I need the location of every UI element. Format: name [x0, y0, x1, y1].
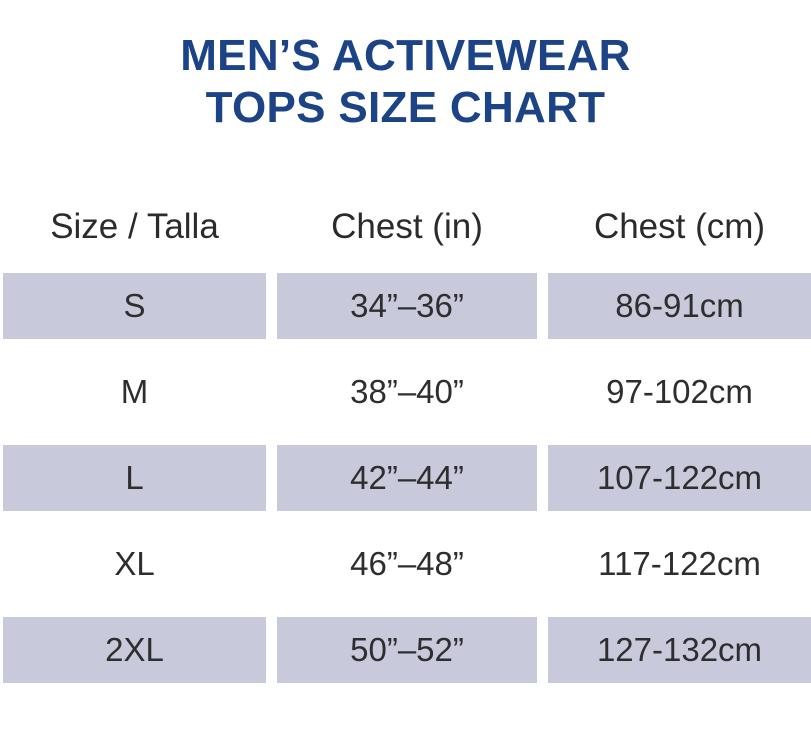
chest-cm-value: 117-122cm	[598, 545, 761, 582]
table-row-xl: XL 46”–48” 117-122cm	[0, 521, 811, 607]
page-title-line2: TOPS SIZE CHART	[205, 83, 606, 132]
chest-cm-value: 107-122cm	[596, 459, 763, 496]
table-row-2xl: 2XL 50”–52” 127-132cm	[0, 607, 811, 693]
size-cell: L	[3, 435, 266, 521]
chest-in-cell: 50”–52”	[277, 607, 537, 693]
table-row-l: L 42”–44” 107-122cm	[0, 435, 811, 521]
size-value: XL	[114, 545, 155, 582]
chest-cm-value: 97-102cm	[606, 373, 753, 410]
page-title: MEN’S ACTIVEWEAR TOPS SIZE CHART	[0, 0, 811, 134]
column-header-size-label: Size / Talla	[50, 206, 219, 246]
chest-cm-cell: 97-102cm	[548, 349, 811, 435]
column-header-size: Size / Talla	[3, 190, 266, 263]
size-value: S	[123, 287, 146, 324]
chest-cm-value: 86-91cm	[615, 287, 744, 324]
size-value: L	[125, 459, 144, 496]
chest-in-cell: 42”–44”	[277, 435, 537, 521]
size-value: 2XL	[105, 631, 164, 668]
chest-in-cell: 38”–40”	[277, 349, 537, 435]
column-header-chest-in: Chest (in)	[277, 190, 537, 263]
size-cell: S	[3, 263, 266, 349]
column-header-chest-cm: Chest (cm)	[548, 190, 811, 263]
column-header-chest-in-label: Chest (in)	[331, 206, 483, 246]
chest-cm-cell: 86-91cm	[548, 263, 811, 349]
page-title-line1: MEN’S ACTIVEWEAR	[180, 31, 631, 80]
size-cell: M	[3, 349, 266, 435]
table-header-row: Size / Talla Chest (in) Chest (cm)	[0, 190, 811, 263]
chest-in-value: 42”–44”	[350, 459, 464, 496]
column-header-chest-cm-label: Chest (cm)	[593, 206, 766, 246]
chest-in-value: 38”–40”	[350, 373, 464, 410]
chest-in-cell: 34”–36”	[277, 263, 537, 349]
table-row-s: S 34”–36” 86-91cm	[0, 263, 811, 349]
chest-cm-cell: 107-122cm	[548, 435, 811, 521]
size-value: M	[120, 373, 149, 410]
chest-cm-cell: 127-132cm	[548, 607, 811, 693]
chest-in-cell: 46”–48”	[277, 521, 537, 607]
table-row-m: M 38”–40” 97-102cm	[0, 349, 811, 435]
size-cell: 2XL	[3, 607, 266, 693]
size-table: Size / Talla Chest (in) Chest (cm) S 34”…	[0, 190, 811, 693]
chest-in-value: 50”–52”	[350, 631, 464, 668]
size-cell: XL	[3, 521, 266, 607]
chest-cm-value: 127-132cm	[596, 631, 763, 668]
chest-in-value: 46”–48”	[350, 545, 464, 582]
chest-cm-cell: 117-122cm	[548, 521, 811, 607]
chest-in-value: 34”–36”	[350, 287, 464, 324]
